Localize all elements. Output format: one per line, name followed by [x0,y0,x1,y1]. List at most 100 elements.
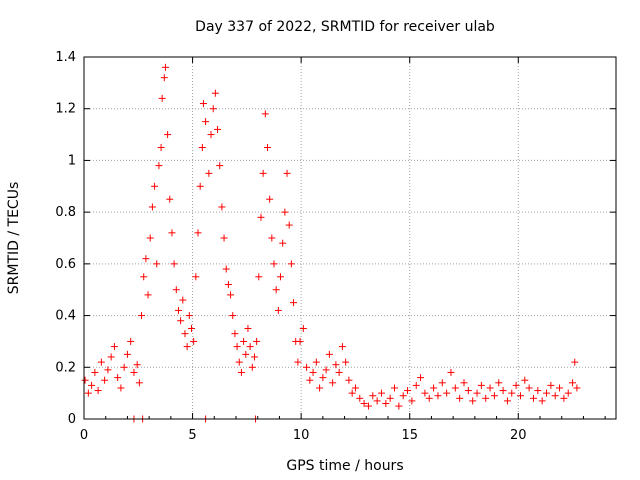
data-point [412,381,420,389]
data-point [421,389,429,397]
data-point [360,399,368,407]
data-point [551,392,559,400]
data-point [231,330,239,338]
data-point [94,387,102,395]
data-point [516,392,524,400]
data-point [294,358,302,366]
data-point [224,281,232,289]
data-point [127,337,135,345]
data-point [153,260,161,268]
data-point [242,350,250,358]
data-point [404,387,412,395]
data-point [277,273,285,281]
data-point [556,384,564,392]
data-point [255,273,263,281]
data-point [270,260,278,268]
data-point [158,94,166,102]
data-point [107,353,115,361]
data-point [110,343,118,351]
data-point [303,363,311,371]
data-point [332,361,340,369]
data-point [101,376,109,384]
data-point [351,384,359,392]
x-tick-label: 10 [293,428,310,443]
data-point [166,195,174,203]
data-point [296,337,304,345]
data-point [214,125,222,133]
data-point [138,312,146,320]
data-point [473,389,481,397]
data-point [348,389,356,397]
y-tick-label: 1.2 [55,102,76,117]
data-point [268,234,276,242]
data-point [246,343,254,351]
data-point [142,255,150,263]
data-point [391,384,399,392]
data-point [104,366,112,374]
data-point [266,195,274,203]
data-point [369,392,377,400]
data-point [157,144,165,151]
data-point [161,63,169,71]
data-point [290,299,298,307]
data-point [91,368,99,376]
data-point [469,397,477,405]
data-point [183,343,191,351]
data-point [325,350,333,358]
data-point [218,203,226,211]
x-axis-label: GPS time / hours [286,458,403,474]
data-point [272,286,280,294]
data-point [503,397,511,405]
data-point [97,358,105,366]
y-tick-label: 0.4 [55,309,76,324]
y-axis-label: SRMTID / TECUs [6,182,22,295]
data-point [259,169,267,177]
data-point [456,394,464,402]
data-point [235,358,243,366]
y-tick-label: 1 [68,153,76,168]
data-point [425,394,433,402]
y-tick-label: 0.6 [55,257,76,272]
data-point [538,397,546,405]
data-point [190,337,198,345]
data-point [194,229,202,237]
data-point [279,239,287,247]
data-point [164,131,172,139]
data-point [185,312,193,320]
data-point [299,325,307,332]
data-point [257,213,265,221]
y-tick-label: 0.8 [55,205,76,220]
x-tick-label: 0 [80,428,88,443]
data-point [114,374,122,382]
data-point [135,379,143,387]
y-tick-label: 1.4 [55,50,76,65]
data-point [486,384,494,392]
data-point [130,368,138,376]
data-point [207,131,215,139]
data-point [338,343,346,351]
data-point [543,389,551,397]
data-point [547,381,555,389]
data-point [322,366,330,374]
data-point [151,182,159,190]
data-point [395,402,403,410]
data-point [306,376,314,384]
x-tick-label: 5 [188,428,196,443]
data-point [464,387,472,395]
data-point [88,381,96,389]
data-point [417,374,425,382]
data-point [399,392,407,400]
data-point [451,384,459,392]
data-point [205,169,213,177]
data-point [443,389,451,397]
data-point [198,144,206,151]
data-point [438,379,446,387]
data-point [329,379,337,387]
data-point [174,306,182,314]
data-point [222,265,230,273]
data-point [283,169,291,177]
plot-frame [83,56,617,420]
data-point [356,394,364,402]
data-point [168,229,176,237]
data-point [133,361,141,369]
